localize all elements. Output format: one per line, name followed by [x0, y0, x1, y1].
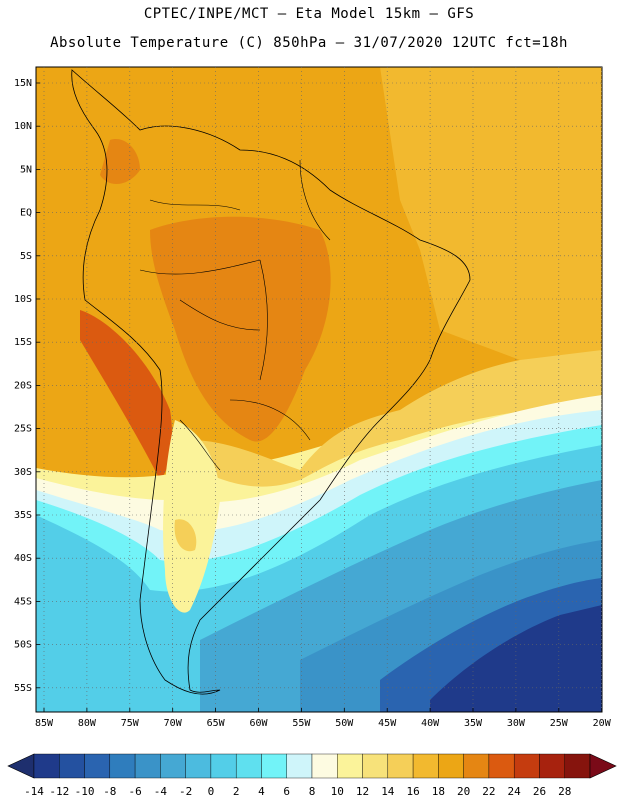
- colorbar-swatch: [362, 753, 389, 779]
- colorbar-swatch: [311, 753, 338, 779]
- colorbar-label: 12: [356, 785, 369, 798]
- lon-label: 60W: [249, 718, 268, 729]
- map-field: [36, 67, 602, 712]
- colorbar-label: 2: [233, 785, 240, 798]
- continent-outline: [71, 69, 471, 695]
- colorbar-label: 22: [482, 785, 495, 798]
- lon-label: 75W: [121, 718, 140, 729]
- colorbar-label: -8: [103, 785, 116, 798]
- colorbar-label: 16: [406, 785, 419, 798]
- colorbar-swatch: [463, 753, 490, 779]
- colorbar-swatch: [564, 753, 591, 779]
- lat-label: 5S: [20, 251, 32, 262]
- lon-label: 55W: [292, 718, 311, 729]
- field-patagonia-tongue: [163, 420, 220, 613]
- colorbar-swatch: [210, 753, 237, 779]
- colorbar-label: 0: [208, 785, 215, 798]
- lat-label: 25S: [14, 424, 32, 435]
- colorbar-swatch: [134, 753, 161, 779]
- colorbar: [7, 753, 617, 779]
- colorbar-label: -12: [49, 785, 69, 798]
- lat-label: 15S: [14, 337, 32, 348]
- lat-label: 30S: [14, 467, 32, 478]
- colorbar-label: -4: [154, 785, 168, 798]
- lat-label: 55S: [14, 683, 32, 694]
- colorbar-swatch: [337, 753, 363, 779]
- field-andes-hot: [80, 310, 172, 480]
- longitude-labels: 85W 80W 75W 70W 65W 60W 55W 50W 45W 40W 35W 30W 25W 2…: [35, 708, 612, 729]
- colorbar-labels: -14 -12 -10 -8 -6 -4 -2 0 2 4 6 8 10 12 14 16 18 20 22 24 26…: [24, 785, 571, 798]
- colorbar-swatch: [160, 753, 186, 779]
- colorbar-swatch: [109, 753, 136, 779]
- lat-label: 50S: [14, 640, 32, 651]
- colorbar-label: 26: [533, 785, 546, 798]
- colorbar-swatch: [387, 753, 414, 779]
- band-yellow: [190, 350, 602, 487]
- colorbar-label: 20: [457, 785, 470, 798]
- colorbar-label: -14: [24, 785, 44, 798]
- field-patagonia-spot: [174, 519, 197, 552]
- latitude-labels: 15N 10N 5N EQ 5S 10S 15S 20S 25S 30S 35S 40S 45S 50S 5…: [14, 78, 40, 694]
- lat-label: 35S: [14, 510, 32, 521]
- country-borders: [139, 159, 331, 471]
- lat-label: 5N: [20, 164, 32, 175]
- colorbar-swatch: [261, 753, 287, 779]
- lon-label: 70W: [164, 718, 183, 729]
- colorbar-swatch: [539, 753, 565, 779]
- lat-label: 20S: [14, 380, 32, 391]
- colorbar-label: -6: [128, 785, 141, 798]
- lon-label: 85W: [35, 718, 54, 729]
- lon-label: 50W: [335, 718, 354, 729]
- colorbar-label: 18: [432, 785, 445, 798]
- lat-label: 45S: [14, 596, 32, 607]
- colorbar-swatch: [286, 753, 313, 779]
- colorbar-label: -2: [179, 785, 192, 798]
- lat-label: EQ: [20, 208, 32, 219]
- colorbar-label: 6: [283, 785, 290, 798]
- colorbar-over-arrow: [589, 753, 617, 779]
- title-line-2: Absolute Temperature (C) 850hPa – 31/07/…: [50, 35, 568, 51]
- map-frame: [35, 66, 603, 713]
- colorbar-swatch: [84, 753, 111, 779]
- lon-label: 80W: [78, 718, 97, 729]
- lon-label: 30W: [507, 718, 526, 729]
- colorbar-label: 14: [381, 785, 395, 798]
- lon-label: 25W: [550, 718, 569, 729]
- lat-label: 10S: [14, 294, 32, 305]
- field-andes-north: [100, 139, 140, 185]
- colorbar-swatch: [235, 753, 262, 779]
- lat-label: 10N: [14, 121, 32, 132]
- field-east-orange: [380, 67, 602, 380]
- lat-label: 15N: [14, 78, 32, 89]
- title-line-1: CPTEC/INPE/MCT – Eta Model 15km – GFS: [143, 6, 475, 22]
- lon-label: 35W: [464, 718, 483, 729]
- colorbar-under-arrow: [7, 753, 35, 779]
- colorbar-swatch: [33, 753, 60, 779]
- colorbar-swatch: [513, 753, 540, 779]
- lat-label: 40S: [14, 553, 32, 564]
- colorbar-label: 8: [309, 785, 316, 798]
- colorbar-label: 24: [508, 785, 522, 798]
- colorbar-label: 28: [558, 785, 571, 798]
- colorbar-swatch: [488, 753, 515, 779]
- lon-label: 40W: [421, 718, 440, 729]
- colorbar-swatch: [59, 753, 85, 779]
- colorbar-swatch: [185, 753, 212, 779]
- colorbar-swatch: [438, 753, 464, 779]
- colorbar-label: 4: [258, 785, 265, 798]
- lon-label: 45W: [378, 718, 397, 729]
- colorbar-label: -10: [75, 785, 95, 798]
- lon-label: 20W: [593, 718, 612, 729]
- colorbar-label: 10: [331, 785, 344, 798]
- colorbar-swatch: [412, 753, 439, 779]
- lon-label: 65W: [207, 718, 226, 729]
